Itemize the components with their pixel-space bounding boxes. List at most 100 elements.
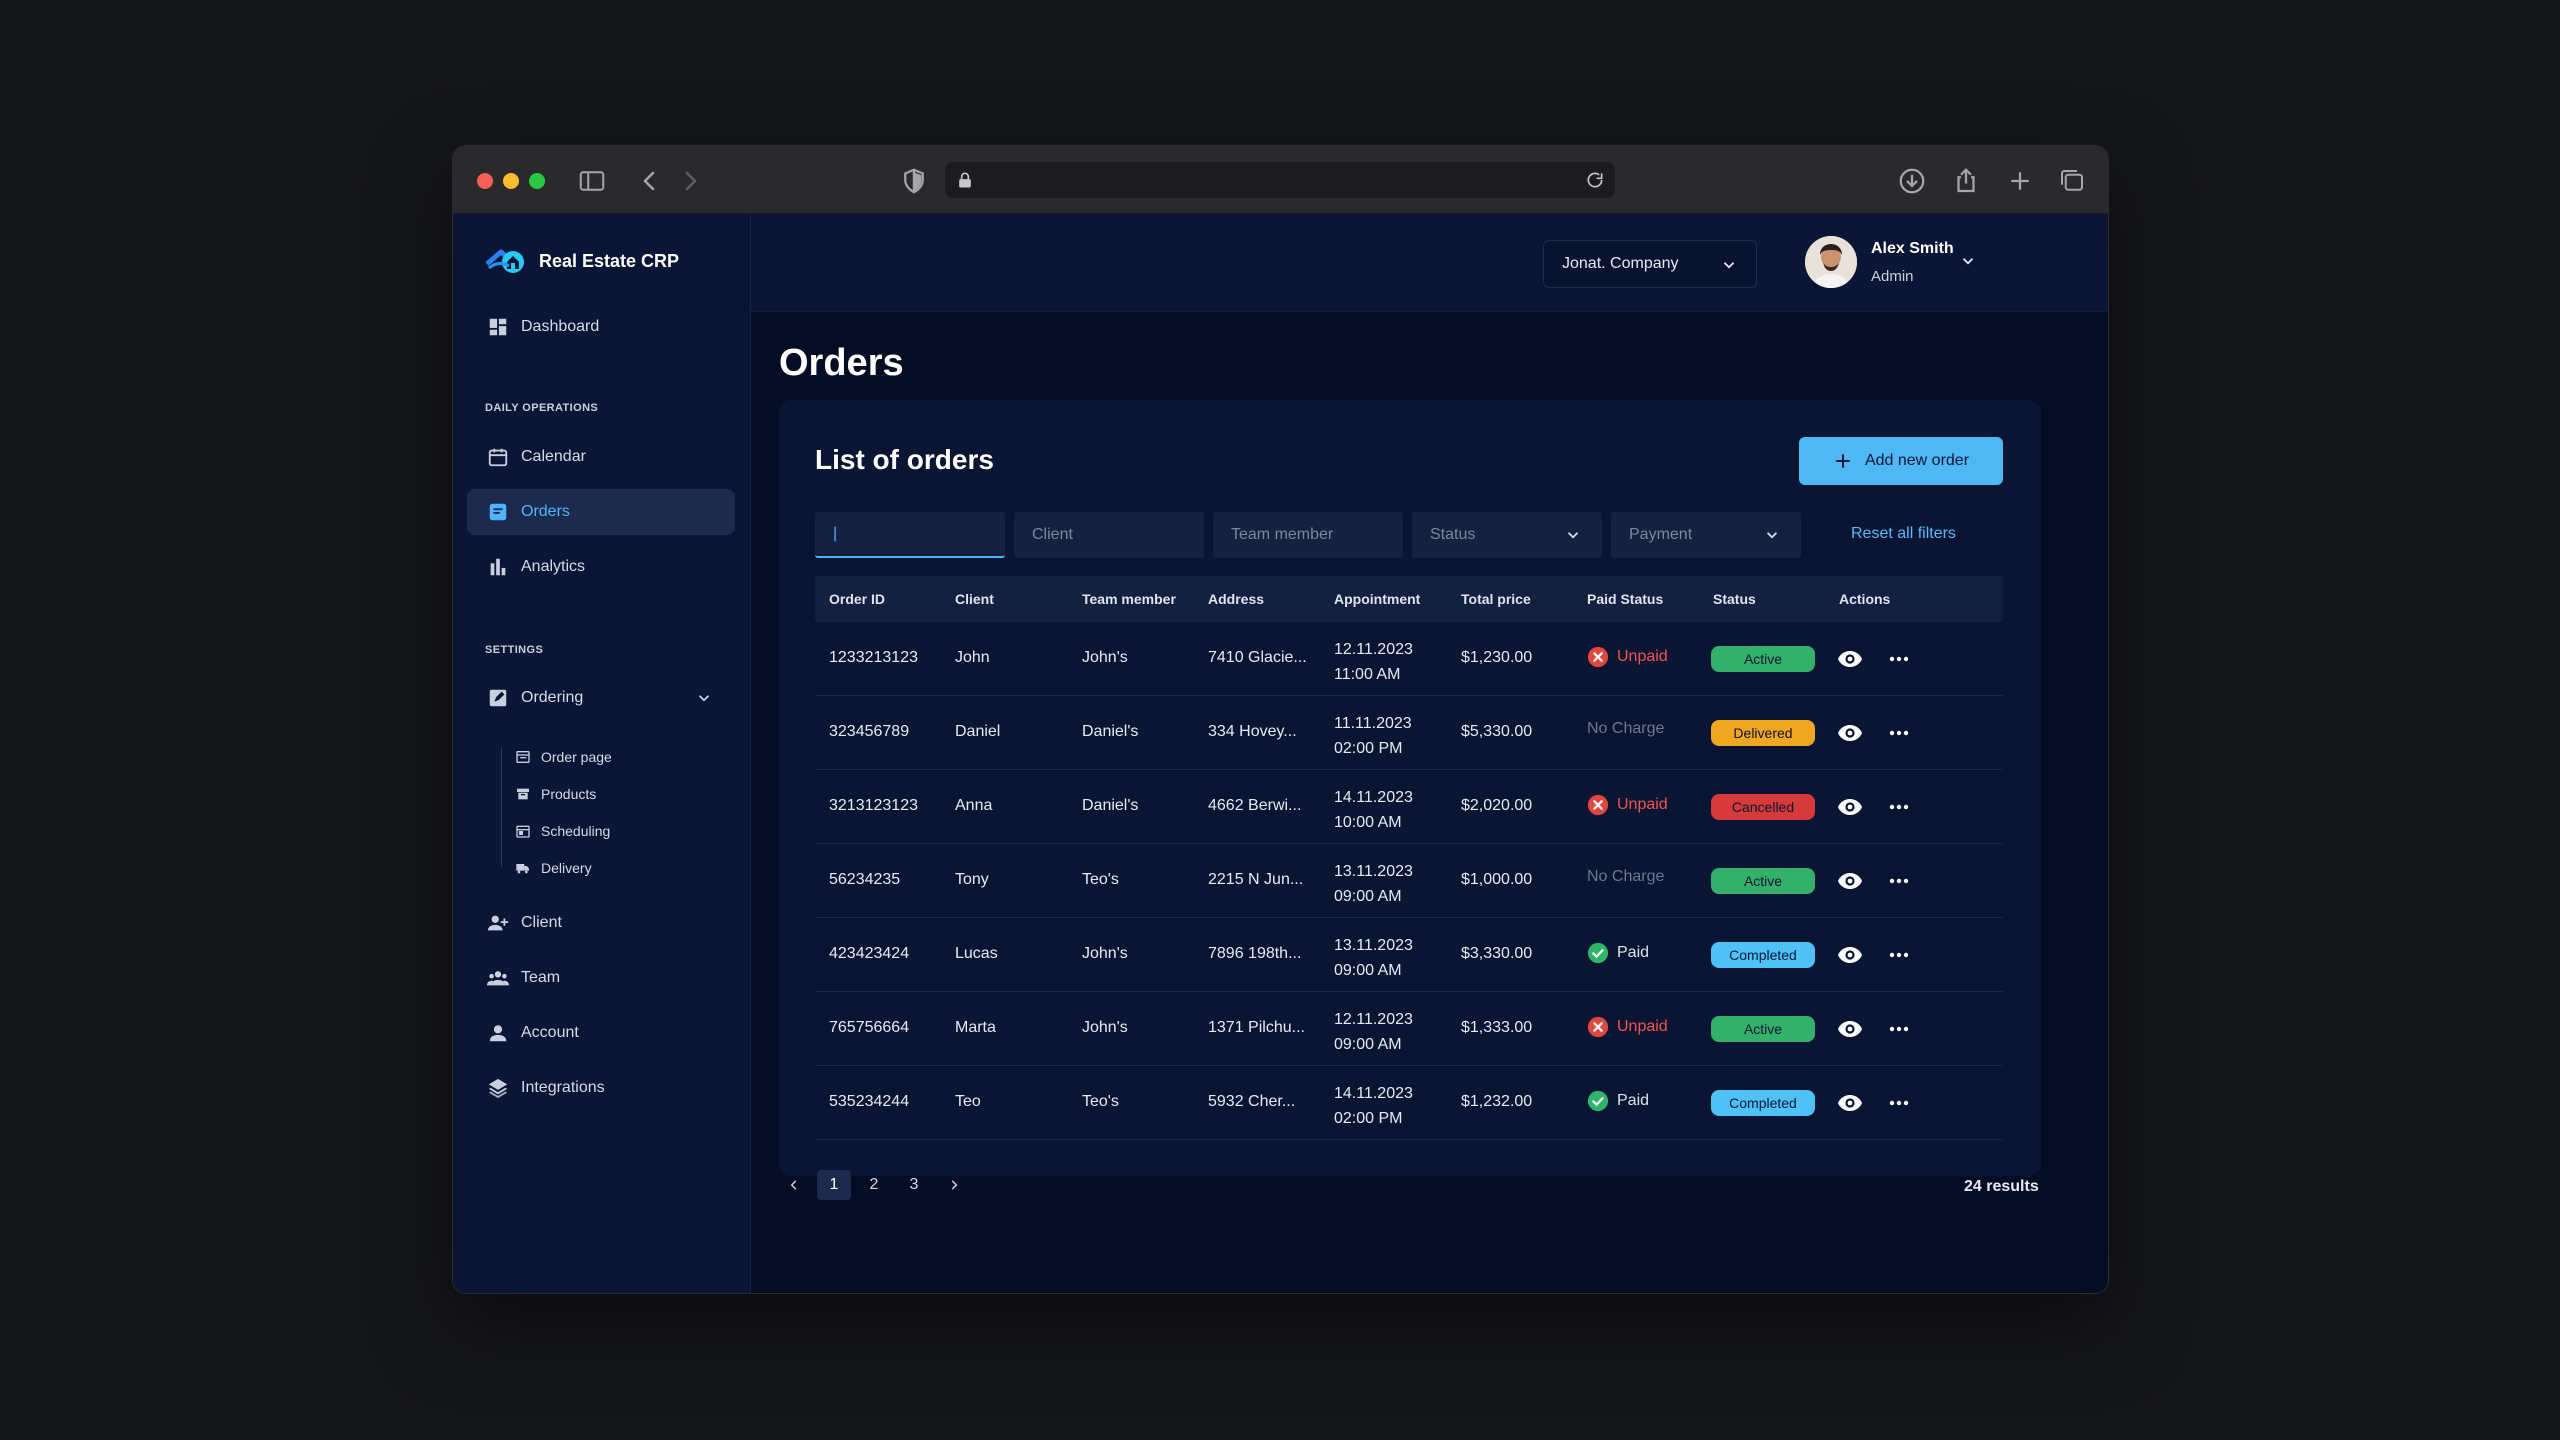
header-team-member[interactable]: Team member xyxy=(1082,591,1176,607)
page-3-button[interactable]: 3 xyxy=(909,1176,919,1193)
sidebar-item-account[interactable]: Account xyxy=(467,1010,735,1056)
appointment-date: 11.11.2023 xyxy=(1334,715,1412,732)
appointment: 13.11.2023 09:00 AM xyxy=(1334,933,1413,983)
header-appointment[interactable]: Appointment xyxy=(1334,591,1421,607)
reload-icon[interactable] xyxy=(1585,170,1605,190)
more-options-icon[interactable] xyxy=(1887,647,1911,671)
next-page-button[interactable] xyxy=(937,1170,971,1200)
table-row[interactable]: 535234244 Teo Teo's 5932 Cher... 14.11.2… xyxy=(815,1066,2003,1140)
sidebar-item-client[interactable]: Client xyxy=(467,900,735,946)
section-daily-operations: DAILY OPERATIONS xyxy=(485,402,599,414)
view-eye-icon[interactable] xyxy=(1837,795,1863,819)
table-row[interactable]: 323456789 Daniel Daniel's 334 Hovey... 1… xyxy=(815,696,2003,770)
sidebar-subitem-label: Order page xyxy=(541,749,612,765)
results-count: 24 results xyxy=(1964,1178,2039,1195)
view-eye-icon[interactable] xyxy=(1837,869,1863,893)
address: 7410 Glacie... xyxy=(1208,649,1307,666)
paid-status: Unpaid xyxy=(1587,794,1668,816)
address-bar[interactable] xyxy=(945,162,1615,198)
table-row[interactable]: 423423424 Lucas John's 7896 198th... 13.… xyxy=(815,918,2003,992)
team-member-filter-input[interactable] xyxy=(1213,512,1403,558)
sidebar-item-ordering[interactable]: Ordering xyxy=(467,675,735,721)
sidebar-item-label: Integrations xyxy=(521,1079,605,1096)
more-options-icon[interactable] xyxy=(1887,795,1911,819)
prev-page-button[interactable] xyxy=(777,1170,811,1200)
sidebar-subitem-label: Products xyxy=(541,786,597,802)
table-row[interactable]: 765756664 Marta John's 1371 Pilchu... 12… xyxy=(815,992,2003,1066)
app-name: Real Estate CRP xyxy=(539,250,680,271)
header-paid-status[interactable]: Paid Status xyxy=(1587,591,1664,607)
shield-icon[interactable] xyxy=(899,166,929,196)
header-total-price[interactable]: Total price xyxy=(1461,591,1531,607)
paid-status-label: Paid xyxy=(1617,1092,1650,1109)
schedule-icon xyxy=(515,823,531,839)
order-search-input[interactable] xyxy=(815,512,1005,558)
paid-status-label: Paid xyxy=(1617,944,1650,961)
view-eye-icon[interactable] xyxy=(1837,943,1863,967)
table-row[interactable]: 56234235 Tony Teo's 2215 N Jun... 13.11.… xyxy=(815,844,2003,918)
forward-arrow-icon[interactable] xyxy=(675,166,705,196)
status-badge: Cancelled xyxy=(1711,794,1815,820)
more-options-icon[interactable] xyxy=(1887,869,1911,893)
sidebar-item-label: Dashboard xyxy=(521,318,600,335)
sidebar-item-calendar[interactable]: Calendar xyxy=(467,434,735,480)
status-badge: Active xyxy=(1711,1016,1815,1042)
header-status[interactable]: Status xyxy=(1713,591,1756,607)
close-window-button[interactable] xyxy=(477,173,493,189)
chevron-left-icon xyxy=(790,1180,797,1190)
page-1-button[interactable]: 1 xyxy=(817,1170,851,1200)
clipboard-edit-icon xyxy=(487,687,509,709)
app-logo[interactable]: Real Estate CRP xyxy=(485,244,679,278)
view-eye-icon[interactable] xyxy=(1837,1017,1863,1041)
minimize-window-button[interactable] xyxy=(503,173,519,189)
sidebar-subitem-order-page[interactable]: Order page xyxy=(515,744,612,770)
more-options-icon[interactable] xyxy=(1887,721,1911,745)
maximize-window-button[interactable] xyxy=(529,173,545,189)
sidebar-item-integrations[interactable]: Integrations xyxy=(467,1065,735,1111)
total-price: $1,333.00 xyxy=(1461,1019,1533,1036)
more-options-icon[interactable] xyxy=(1887,943,1911,967)
share-icon[interactable] xyxy=(1951,166,1981,196)
sidebar-item-orders[interactable]: Orders xyxy=(467,489,735,535)
appointment: 14.11.2023 02:00 PM xyxy=(1334,1081,1413,1131)
add-new-order-button[interactable]: Add new order xyxy=(1799,437,2003,485)
chevron-down-icon[interactable] xyxy=(1959,252,1977,270)
sidebar-item-dashboard[interactable]: Dashboard xyxy=(467,304,735,350)
reset-filters-link[interactable]: Reset all filters xyxy=(1851,525,1956,542)
view-eye-icon[interactable] xyxy=(1837,721,1863,745)
sidebar-toggle-icon[interactable] xyxy=(577,166,607,196)
status-filter-select[interactable]: Status xyxy=(1412,512,1602,558)
table-row[interactable]: 1233213123 John John's 7410 Glacie... 12… xyxy=(815,622,2003,696)
calendar-icon xyxy=(487,446,509,468)
more-options-icon[interactable] xyxy=(1887,1091,1911,1115)
sidebar-subitem-products[interactable]: Products xyxy=(515,781,596,807)
back-arrow-icon[interactable] xyxy=(635,166,665,196)
client-filter-input[interactable] xyxy=(1014,512,1204,558)
avatar[interactable] xyxy=(1805,236,1857,288)
logo-icon xyxy=(485,249,524,273)
sidebar-item-analytics[interactable]: Analytics xyxy=(467,544,735,590)
appointment-date: 12.11.2023 xyxy=(1334,1011,1413,1028)
company-select[interactable]: Jonat. Company xyxy=(1543,240,1757,288)
paid-status-label: Unpaid xyxy=(1617,1018,1668,1035)
new-tab-icon[interactable] xyxy=(2005,166,2035,196)
sidebar-item-team[interactable]: Team xyxy=(467,955,735,1001)
header-client[interactable]: Client xyxy=(955,591,994,607)
view-eye-icon[interactable] xyxy=(1837,647,1863,671)
header-order-id[interactable]: Order ID xyxy=(829,591,886,607)
chevron-down-icon[interactable] xyxy=(695,689,713,707)
page-2-button[interactable]: 2 xyxy=(869,1176,879,1193)
sidebar-subitem-delivery[interactable]: Delivery xyxy=(515,855,592,881)
view-eye-icon[interactable] xyxy=(1837,1091,1863,1115)
tabs-overview-icon[interactable] xyxy=(2057,166,2087,196)
more-options-icon[interactable] xyxy=(1887,1017,1911,1041)
section-settings: SETTINGS xyxy=(485,644,544,656)
order-id: 423423424 xyxy=(829,945,910,962)
payment-filter-select[interactable]: Payment xyxy=(1611,512,1801,558)
table-row[interactable]: 3213123123 Anna Daniel's 4662 Berwi... 1… xyxy=(815,770,2003,844)
header-address[interactable]: Address xyxy=(1208,591,1265,607)
table-header: Order ID Client Team member Address Appo… xyxy=(815,576,2003,622)
team-member: Teo's xyxy=(1082,1093,1119,1110)
sidebar-subitem-scheduling[interactable]: Scheduling xyxy=(515,818,610,844)
download-icon[interactable] xyxy=(1897,166,1927,196)
